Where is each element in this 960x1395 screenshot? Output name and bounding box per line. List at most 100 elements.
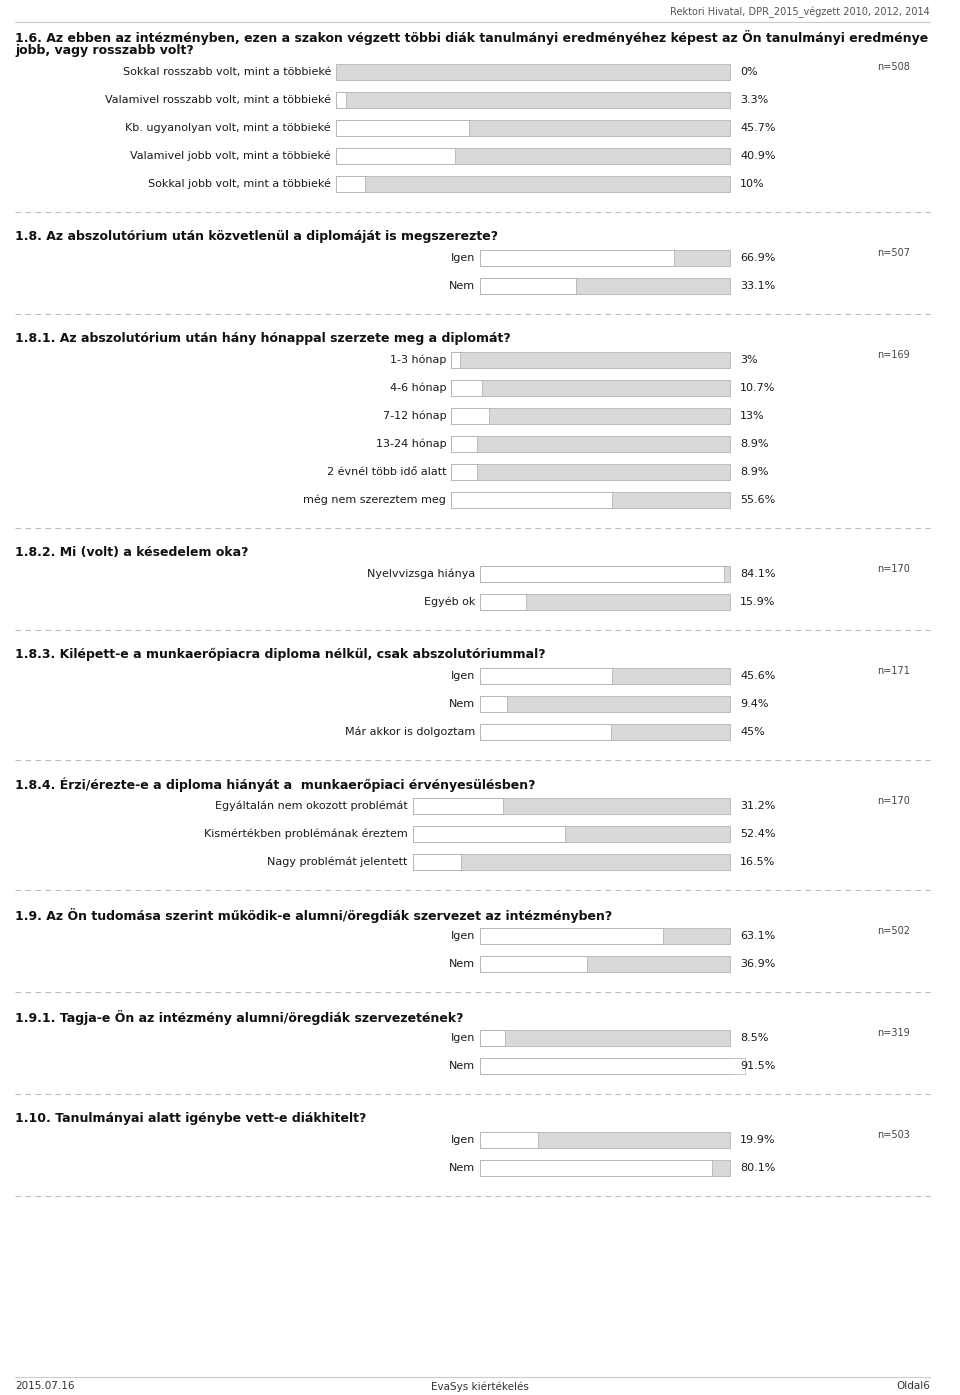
Text: 45.6%: 45.6% xyxy=(740,671,776,681)
Bar xyxy=(336,92,346,107)
Bar xyxy=(336,148,730,165)
Text: Nem: Nem xyxy=(449,280,475,292)
Text: Kb. ugyanolyan volt, mint a többieké: Kb. ugyanolyan volt, mint a többieké xyxy=(126,123,331,134)
Bar xyxy=(480,928,730,944)
Bar xyxy=(413,854,461,870)
Bar xyxy=(480,956,587,972)
Text: 45%: 45% xyxy=(740,727,765,737)
Text: 33.1%: 33.1% xyxy=(740,280,776,292)
Bar xyxy=(451,379,482,396)
Bar xyxy=(451,492,730,508)
Text: EvaSys kiértékelés: EvaSys kiértékelés xyxy=(431,1381,529,1391)
Text: 1.8.3. Kilépett-e a munkaerőpiacra diploma nélkül, csak abszolutóriummal?: 1.8.3. Kilépett-e a munkaerőpiacra diplo… xyxy=(15,649,545,661)
Bar xyxy=(480,668,612,684)
Bar xyxy=(451,407,489,424)
Text: Igen: Igen xyxy=(450,252,475,264)
Text: Valamivel rosszabb volt, mint a többieké: Valamivel rosszabb volt, mint a többieké xyxy=(105,95,331,105)
Text: Kismértékben problémának éreztem: Kismértékben problémának éreztem xyxy=(204,829,408,840)
Bar xyxy=(336,92,730,107)
Text: n=507: n=507 xyxy=(877,248,910,258)
Bar xyxy=(336,176,365,193)
Text: Már akkor is dolgoztam: Már akkor is dolgoztam xyxy=(345,727,475,737)
Text: n=503: n=503 xyxy=(877,1130,910,1140)
Text: 1.8.4. Érzi/érezte-e a diploma hiányát a  munkaerőpiaci érvényesülésben?: 1.8.4. Érzi/érezte-e a diploma hiányát a… xyxy=(15,778,536,792)
Text: 80.1%: 80.1% xyxy=(740,1163,776,1173)
Bar xyxy=(451,407,730,424)
Bar xyxy=(451,352,730,368)
Bar xyxy=(480,594,526,610)
Bar xyxy=(480,696,730,711)
Bar xyxy=(480,566,730,582)
Text: még nem szereztem meg: még nem szereztem meg xyxy=(303,495,446,505)
Text: 1.9.1. Tagja-e Ön az intézmény alumni/öregdiák szervezetének?: 1.9.1. Tagja-e Ön az intézmény alumni/ör… xyxy=(15,1010,464,1025)
Text: 1-3 hónap: 1-3 hónap xyxy=(390,354,446,365)
Text: 13-24 hónap: 13-24 hónap xyxy=(375,439,446,449)
Text: 52.4%: 52.4% xyxy=(740,829,776,838)
Bar xyxy=(451,465,730,480)
Text: 10%: 10% xyxy=(740,179,764,188)
Bar xyxy=(480,1161,730,1176)
Bar xyxy=(336,148,455,165)
Text: 7-12 hónap: 7-12 hónap xyxy=(383,410,446,421)
Text: n=169: n=169 xyxy=(877,350,910,360)
Bar xyxy=(480,278,730,294)
Bar xyxy=(480,250,730,266)
Bar xyxy=(413,826,730,843)
Text: Nem: Nem xyxy=(449,699,475,709)
Text: n=319: n=319 xyxy=(877,1028,910,1038)
Text: n=171: n=171 xyxy=(877,665,910,677)
Text: jobb, vagy rosszabb volt?: jobb, vagy rosszabb volt? xyxy=(15,45,194,57)
Text: Egyáltalán nem okozott problémát: Egyáltalán nem okozott problémát xyxy=(215,801,408,812)
Bar xyxy=(451,379,730,396)
Bar xyxy=(480,956,730,972)
Text: Rektori Hivatal, DPR_2015_végzett 2010, 2012, 2014: Rektori Hivatal, DPR_2015_végzett 2010, … xyxy=(670,7,930,18)
Text: 19.9%: 19.9% xyxy=(740,1136,776,1145)
Text: n=502: n=502 xyxy=(877,926,910,936)
Text: 36.9%: 36.9% xyxy=(740,958,776,970)
Bar xyxy=(480,668,730,684)
Text: 2 évnél több idő alatt: 2 évnél több idő alatt xyxy=(326,467,446,477)
Bar xyxy=(451,492,612,508)
Bar xyxy=(413,798,730,815)
Text: 1.8. Az abszolutórium után közvetlenül a diplomáját is megszerezte?: 1.8. Az abszolutórium után közvetlenül a… xyxy=(15,230,498,243)
Text: 10.7%: 10.7% xyxy=(740,384,776,393)
Text: Igen: Igen xyxy=(450,930,475,942)
Text: Nyelvvizsga hiánya: Nyelvvizsga hiánya xyxy=(367,569,475,579)
Text: 1.9. Az Ön tudomása szerint működik-e alumni/öregdiák szervezet az intézményben?: 1.9. Az Ön tudomása szerint működik-e al… xyxy=(15,908,612,923)
Text: 31.2%: 31.2% xyxy=(740,801,776,810)
Text: Igen: Igen xyxy=(450,671,475,681)
Text: Oldal6: Oldal6 xyxy=(896,1381,930,1391)
Text: 1.6. Az ebben az intézményben, ezen a szakon végzett többi diák tanulmányi eredm: 1.6. Az ebben az intézményben, ezen a sz… xyxy=(15,31,928,45)
Bar xyxy=(480,696,507,711)
Text: 0%: 0% xyxy=(740,67,757,77)
Bar xyxy=(413,798,503,815)
Bar xyxy=(451,437,730,452)
Text: 1.8.2. Mi (volt) a késedelem oka?: 1.8.2. Mi (volt) a késedelem oka? xyxy=(15,545,249,559)
Text: 45.7%: 45.7% xyxy=(740,123,776,133)
Text: n=508: n=508 xyxy=(877,61,910,73)
Bar xyxy=(480,250,674,266)
Bar xyxy=(480,1131,538,1148)
Bar xyxy=(336,64,730,80)
Bar xyxy=(480,566,724,582)
Text: Sokkal jobb volt, mint a többieké: Sokkal jobb volt, mint a többieké xyxy=(148,179,331,190)
Bar xyxy=(451,465,477,480)
Text: 9.4%: 9.4% xyxy=(740,699,769,709)
Bar xyxy=(336,176,730,193)
Text: Egyéb ok: Egyéb ok xyxy=(423,597,475,607)
Text: 8.9%: 8.9% xyxy=(740,439,769,449)
Bar xyxy=(451,352,460,368)
Text: n=170: n=170 xyxy=(877,797,910,806)
Bar xyxy=(413,854,730,870)
Bar xyxy=(480,928,663,944)
Text: 84.1%: 84.1% xyxy=(740,569,776,579)
Text: 40.9%: 40.9% xyxy=(740,151,776,160)
Text: Valamivel jobb volt, mint a többieké: Valamivel jobb volt, mint a többieké xyxy=(131,151,331,162)
Text: Igen: Igen xyxy=(450,1034,475,1043)
Text: 63.1%: 63.1% xyxy=(740,930,776,942)
Bar xyxy=(413,826,564,843)
Bar xyxy=(480,1030,730,1046)
Text: 3%: 3% xyxy=(740,354,757,365)
Text: 66.9%: 66.9% xyxy=(740,252,776,264)
Text: Nagy problémát jelentett: Nagy problémát jelentett xyxy=(268,857,408,868)
